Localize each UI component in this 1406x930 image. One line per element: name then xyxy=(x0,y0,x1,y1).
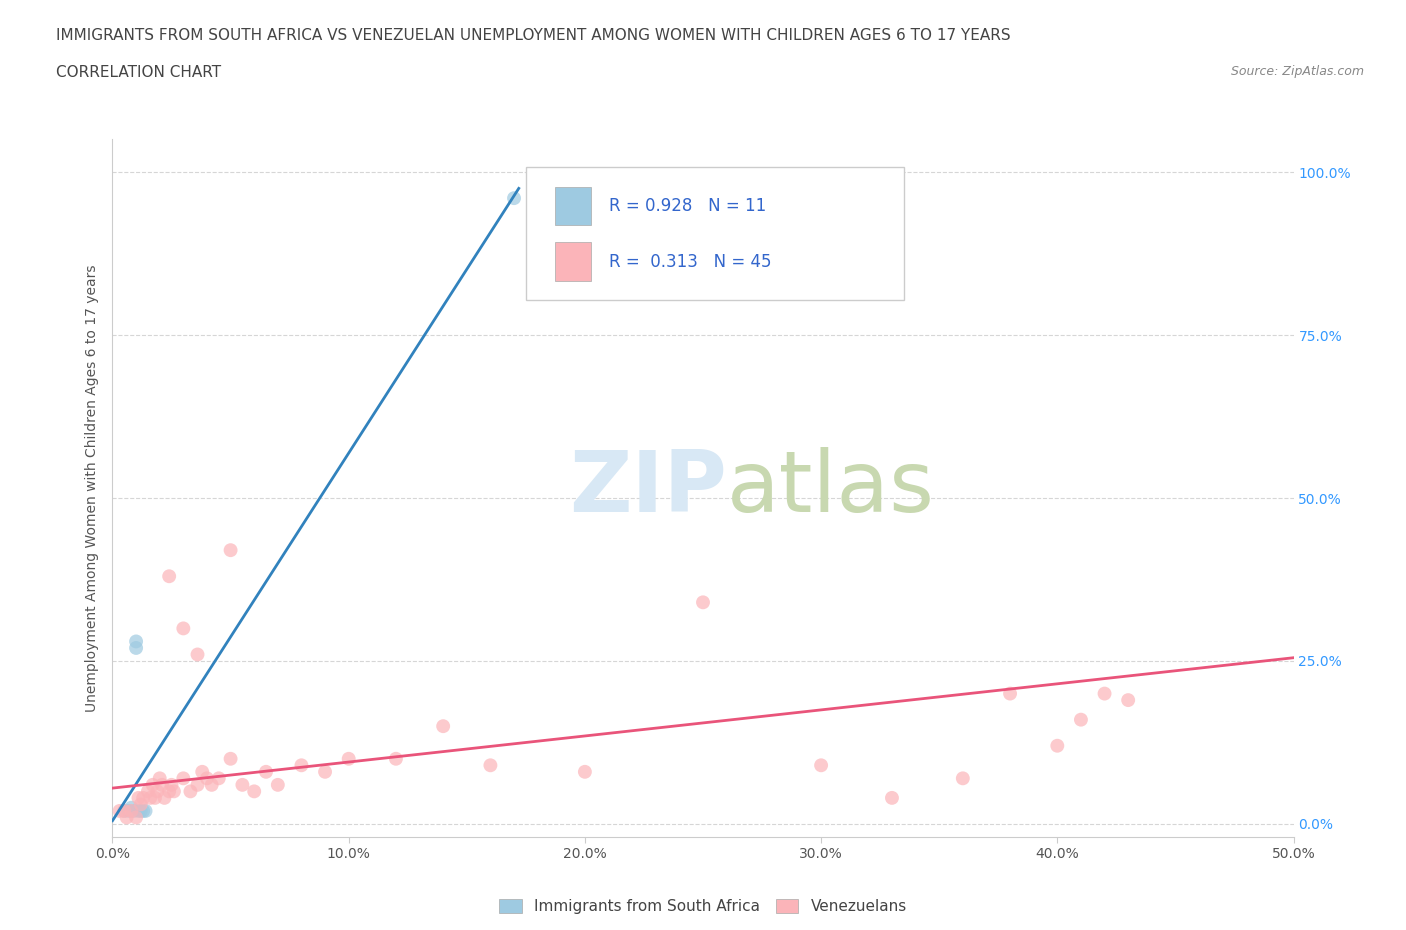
FancyBboxPatch shape xyxy=(526,167,904,300)
Point xyxy=(692,595,714,610)
Point xyxy=(810,758,832,773)
Text: ZIP: ZIP xyxy=(569,446,727,530)
Point xyxy=(112,804,135,818)
Point xyxy=(132,790,155,805)
Point xyxy=(115,810,138,825)
Point xyxy=(1046,738,1069,753)
Y-axis label: Unemployment Among Women with Children Ages 6 to 17 years: Unemployment Among Women with Children A… xyxy=(86,264,100,712)
Point xyxy=(143,790,166,805)
Point xyxy=(243,784,266,799)
Point xyxy=(149,771,172,786)
Point xyxy=(195,771,218,786)
Point xyxy=(129,804,152,818)
Point xyxy=(503,191,526,206)
Text: CORRELATION CHART: CORRELATION CHART xyxy=(56,65,221,80)
Point xyxy=(191,764,214,779)
Point xyxy=(201,777,224,792)
FancyBboxPatch shape xyxy=(555,243,591,281)
Text: Source: ZipAtlas.com: Source: ZipAtlas.com xyxy=(1230,65,1364,78)
Point xyxy=(172,621,194,636)
Point xyxy=(479,758,502,773)
Point xyxy=(337,751,360,766)
Point xyxy=(125,641,148,656)
Point xyxy=(132,804,155,818)
Point xyxy=(186,647,208,662)
Point xyxy=(150,777,173,792)
Point xyxy=(998,686,1021,701)
Point xyxy=(219,543,242,558)
Point xyxy=(1070,712,1092,727)
Point xyxy=(122,804,145,818)
Point xyxy=(118,804,141,818)
Point xyxy=(153,790,176,805)
Point xyxy=(139,790,162,805)
Point xyxy=(142,777,165,792)
Text: atlas: atlas xyxy=(727,446,935,530)
Point xyxy=(146,784,169,799)
Point xyxy=(120,804,142,818)
Point xyxy=(208,771,231,786)
Point xyxy=(136,784,159,799)
Point xyxy=(135,804,157,818)
Point xyxy=(314,764,336,779)
Point xyxy=(125,810,148,825)
Text: IMMIGRANTS FROM SOUTH AFRICA VS VENEZUELAN UNEMPLOYMENT AMONG WOMEN WITH CHILDRE: IMMIGRANTS FROM SOUTH AFRICA VS VENEZUEL… xyxy=(56,28,1011,43)
Point xyxy=(157,784,180,799)
Point xyxy=(952,771,974,786)
Point xyxy=(127,804,149,818)
FancyBboxPatch shape xyxy=(555,187,591,225)
Text: R =  0.313   N = 45: R = 0.313 N = 45 xyxy=(609,253,770,271)
Point xyxy=(219,751,242,766)
Point xyxy=(125,634,148,649)
Point xyxy=(157,569,180,584)
Point xyxy=(1116,693,1139,708)
Legend: Immigrants from South Africa, Venezuelans: Immigrants from South Africa, Venezuelan… xyxy=(494,893,912,920)
Point xyxy=(163,784,186,799)
Text: R = 0.928   N = 11: R = 0.928 N = 11 xyxy=(609,197,766,215)
Point xyxy=(160,777,183,792)
Point xyxy=(1094,686,1116,701)
Point xyxy=(254,764,277,779)
Point xyxy=(179,784,201,799)
Point xyxy=(880,790,903,805)
Point xyxy=(120,800,142,815)
Point xyxy=(385,751,408,766)
Point xyxy=(172,771,194,786)
Point xyxy=(290,758,312,773)
Point xyxy=(186,777,208,792)
Point xyxy=(574,764,596,779)
Point xyxy=(127,790,149,805)
Point xyxy=(432,719,454,734)
Point xyxy=(112,804,135,818)
Point xyxy=(267,777,290,792)
Point xyxy=(231,777,253,792)
Point xyxy=(108,804,131,818)
Point xyxy=(129,797,152,812)
